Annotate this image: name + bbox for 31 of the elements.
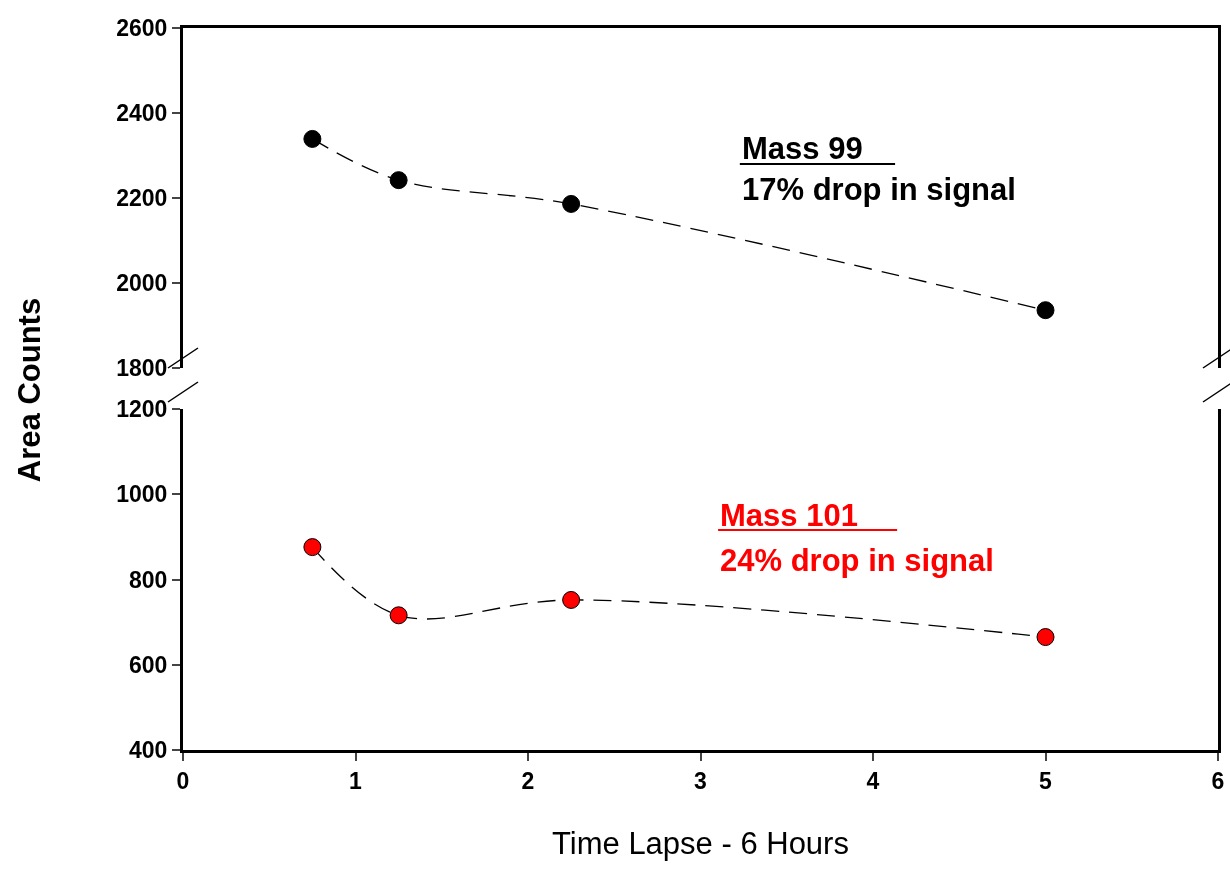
annotation: Mass 101 [720,498,858,533]
y-tick-label: 800 [129,566,168,593]
x-tick-label: 1 [349,767,363,794]
point [1036,301,1055,320]
y-tick-label: 1800 [116,355,168,382]
x-tick-label: 2 [521,767,535,794]
y-tick-label: 2600 [116,15,168,42]
y-tick-label: 400 [129,737,168,764]
point [562,590,581,609]
y-tick-label: 600 [129,651,168,678]
annotation: Mass 99 [742,131,863,166]
x-tick-label: 3 [694,767,707,794]
point [389,606,408,625]
point [389,171,408,190]
x-tick-label: 5 [1039,767,1053,794]
x-tick-label: 4 [866,767,880,794]
x-tick-label: 6 [1211,767,1225,794]
x-tick-label: 0 [176,767,190,794]
point [303,538,322,557]
point [1036,628,1055,647]
point [562,194,581,213]
y-tick-label: 2400 [116,100,168,127]
annotation: 17% drop in signal [742,172,1016,207]
y-axis-title: Area Counts [12,297,48,483]
y-tick-label: 2000 [116,270,168,297]
annotation: 24% drop in signal [720,543,994,578]
x-axis-title: Time Lapse - 6 Hours [552,825,849,861]
y-tick-label: 1000 [116,481,168,508]
point [303,129,322,148]
y-tick-label: 2200 [116,185,168,212]
y-tick-label: 1200 [116,396,168,423]
